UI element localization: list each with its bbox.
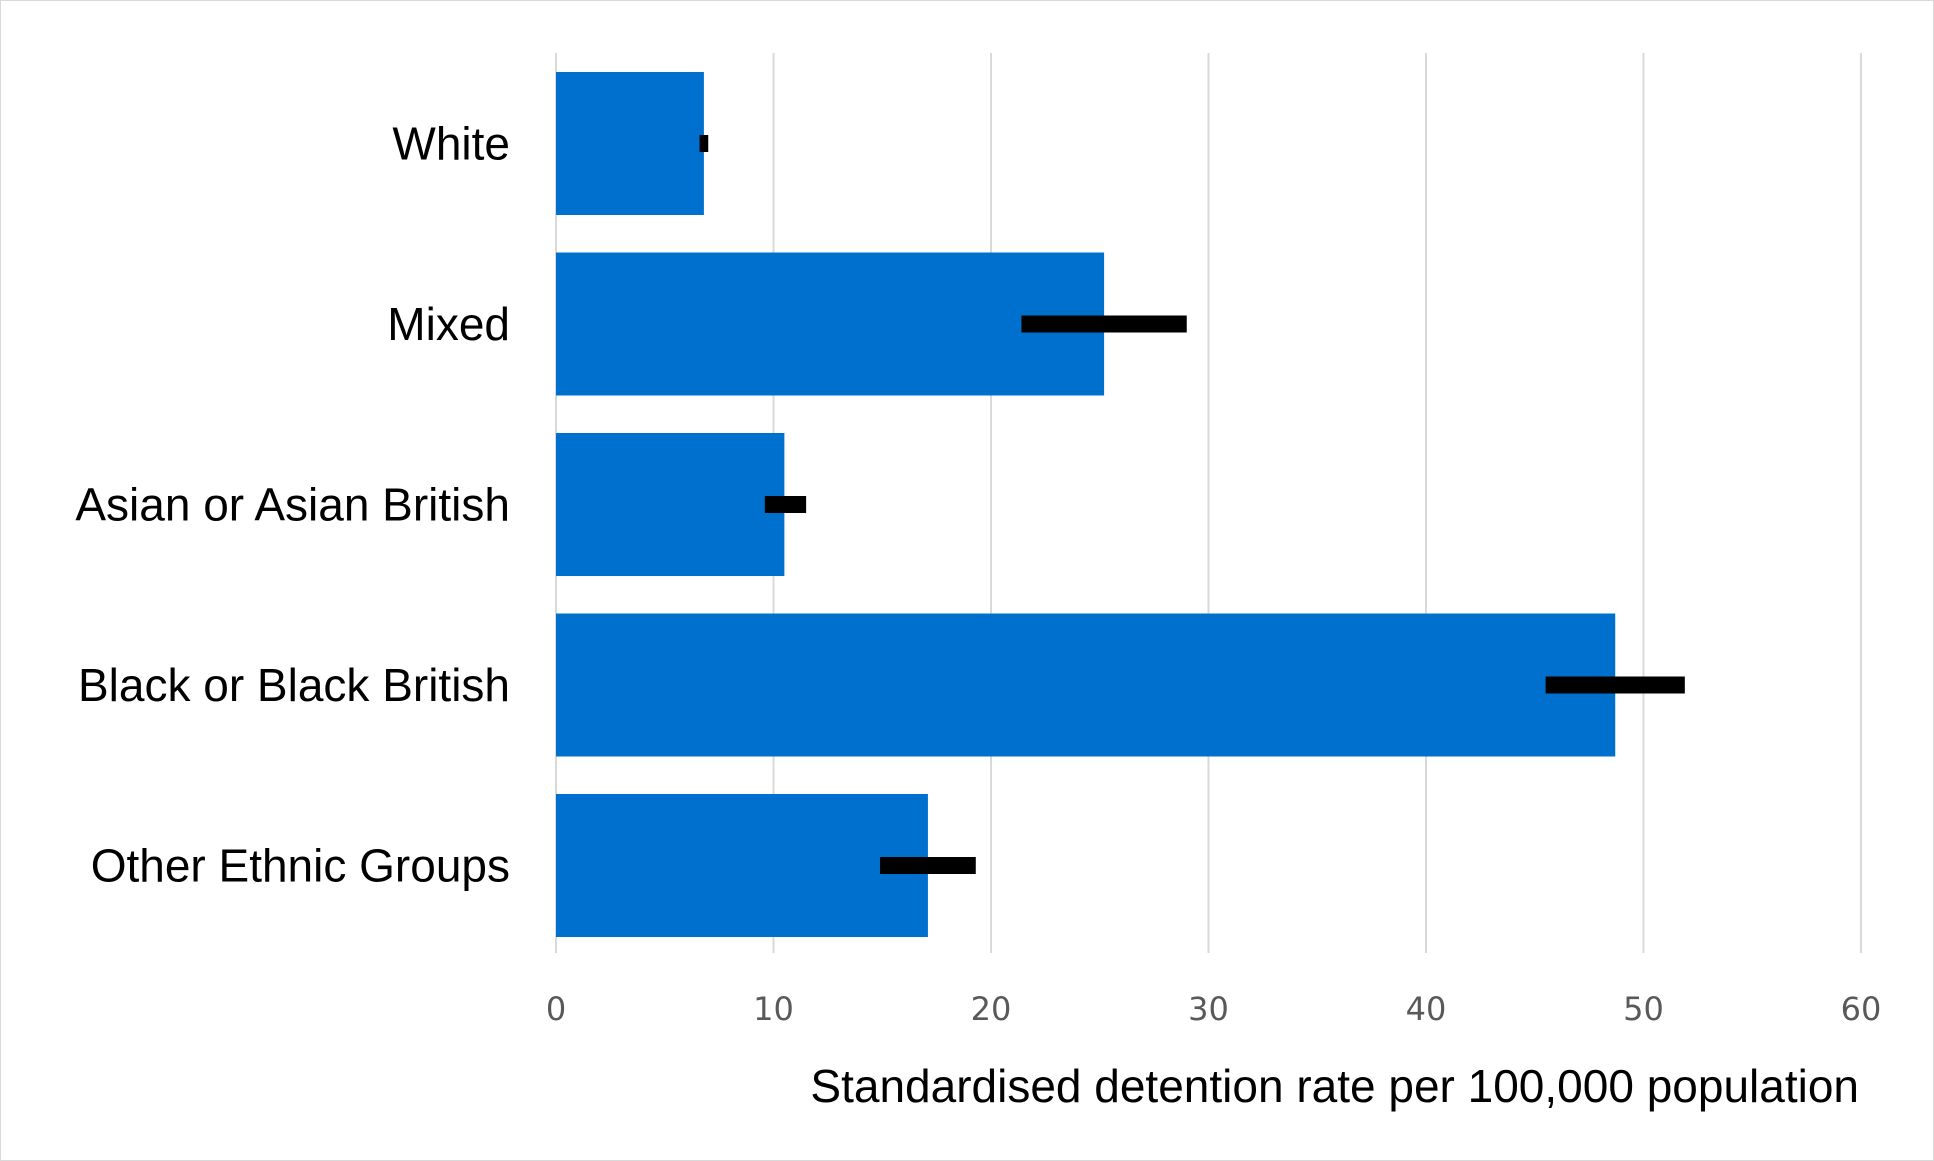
- x-tick-label: 0: [546, 990, 566, 1028]
- bar: [556, 252, 1105, 396]
- x-tick-label: 30: [1188, 990, 1229, 1028]
- error-bar: [764, 496, 807, 513]
- error-bar: [1021, 315, 1187, 333]
- x-tick-label: 40: [1406, 990, 1447, 1028]
- x-tick-label: 60: [1841, 990, 1882, 1028]
- bar: [556, 72, 704, 215]
- bar: [556, 794, 928, 937]
- category-label: Asian or Asian British: [75, 479, 510, 531]
- category-label: Mixed: [387, 298, 510, 350]
- x-tick-label: 20: [971, 990, 1012, 1028]
- error-bar: [699, 135, 709, 152]
- bar: [556, 613, 1616, 757]
- x-tick-label: 50: [1623, 990, 1664, 1028]
- category-labels: White Mixed Asian or Asian British Black or…: [75, 118, 510, 892]
- x-tick-labels: 0 10 20 30 40 50 60: [546, 990, 1882, 1028]
- bar: [556, 433, 785, 576]
- x-tick-label: 10: [753, 990, 794, 1028]
- gridlines: [555, 53, 1862, 953]
- category-label: White: [392, 118, 510, 170]
- category-label: Other Ethnic Groups: [91, 840, 510, 892]
- x-axis-title: Standardised detention rate per 100,000 …: [810, 1060, 1859, 1112]
- bars: [556, 72, 1616, 937]
- category-label: Black or Black British: [78, 659, 510, 711]
- error-bar: [1545, 676, 1685, 694]
- error-bars: [699, 135, 1685, 874]
- error-bar: [880, 857, 976, 874]
